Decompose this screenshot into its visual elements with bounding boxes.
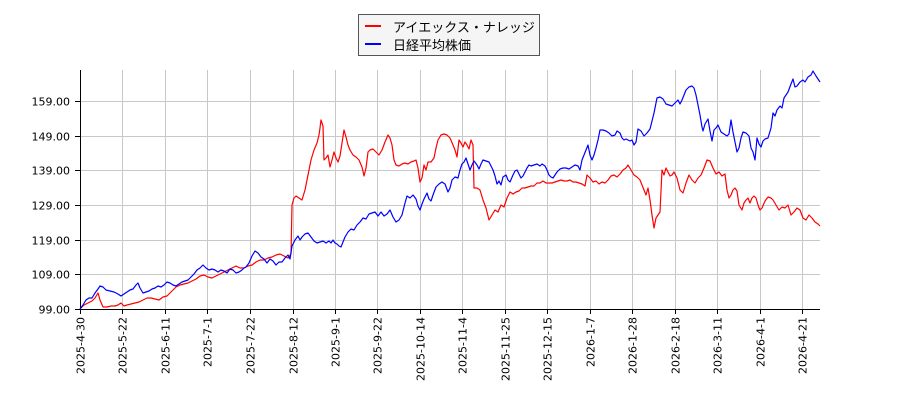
- legend-label: 日経平均株価: [393, 38, 472, 54]
- x-tick-label: 2025-12-15: [542, 317, 555, 381]
- x-tick-label: 2026-2-18: [670, 317, 683, 374]
- x-tick-label: 2025-7-1: [202, 317, 215, 367]
- legend-swatch-red: [365, 25, 381, 27]
- x-tick-label: 2025-6-11: [160, 317, 173, 374]
- x-tick-label: 2025-4-30: [75, 317, 88, 374]
- x-tick-label: 2025-5-22: [117, 317, 130, 374]
- gridlines: [80, 70, 820, 309]
- y-tick-label: 139.00: [32, 165, 71, 178]
- y-tick-label: 109.00: [32, 269, 71, 282]
- x-tick-label: 2026-1-7: [585, 317, 598, 367]
- y-tick-label: 159.00: [32, 96, 71, 109]
- series-lines: [79, 70, 821, 310]
- x-tick-label: 2025-9-22: [372, 317, 385, 374]
- x-tick-label: 2025-10-14: [415, 317, 428, 381]
- x-tick-label: 2025-11-4: [457, 317, 470, 374]
- x-tick-label: 2026-4-1: [755, 317, 768, 367]
- x-tick-label: 2026-4-21: [797, 317, 810, 374]
- x-tick-label: 2025-9-1: [330, 317, 343, 367]
- legend: アイエックス・ナレッジ 日経平均株価: [358, 14, 540, 56]
- y-tick-label: 119.00: [32, 235, 71, 248]
- legend-label: アイエックス・ナレッジ: [393, 20, 535, 36]
- y-tick-label: 149.00: [32, 131, 71, 144]
- y-tick-label: 129.00: [32, 200, 71, 213]
- legend-swatch-blue: [365, 43, 381, 45]
- legend-item-nikkei: 日経平均株価: [365, 35, 472, 54]
- series-line-nikkei: [79, 70, 821, 310]
- series-line-ix-knowledge: [79, 119, 821, 310]
- x-tick-label: 2026-1-28: [627, 317, 640, 374]
- legend-item-ix-knowledge: アイエックス・ナレッジ: [365, 17, 535, 36]
- x-tick-label: 2025-7-22: [245, 317, 258, 374]
- y-tick-label: 99.00: [39, 304, 71, 317]
- x-tick-label: 2026-3-11: [712, 317, 725, 374]
- x-tick-label: 2025-8-12: [288, 317, 301, 374]
- axes: 99.00 109.00 119.00 129.00 139.00 149.00 159.0…: [32, 70, 820, 381]
- x-tick-label: 2025-11-25: [500, 317, 513, 381]
